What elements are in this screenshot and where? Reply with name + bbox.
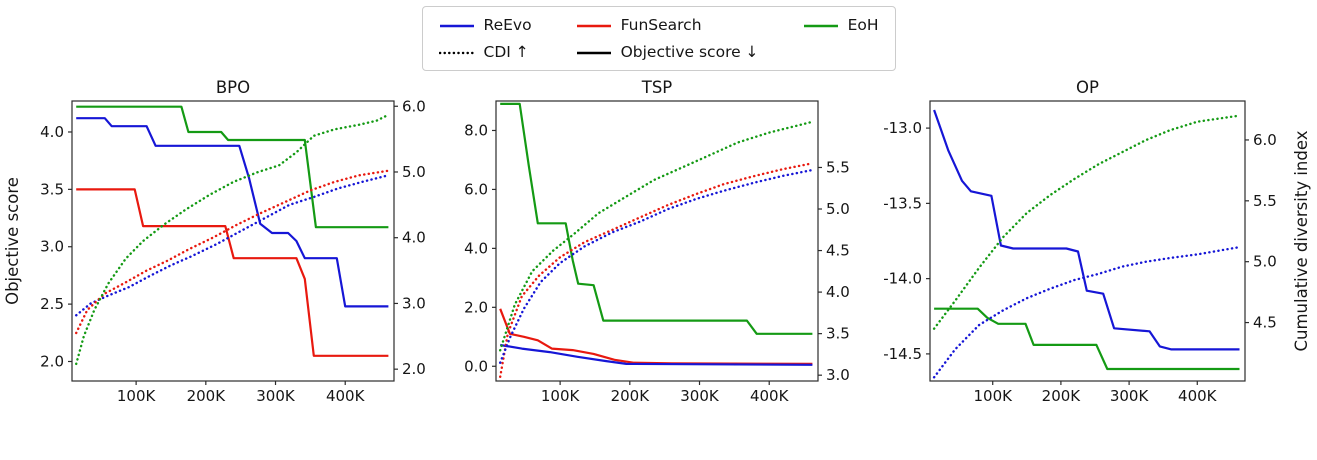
svg-text:200K: 200K xyxy=(187,387,227,405)
legend: ReEvo FunSearch EoH CDI ↑ Objective scor… xyxy=(421,6,896,71)
eoh-objective-solid-line xyxy=(500,102,813,335)
eoh-objective-solid-line xyxy=(76,105,389,229)
plot-frame xyxy=(71,100,395,382)
svg-text:4.0: 4.0 xyxy=(464,239,488,257)
legend-item-funsearch: FunSearch xyxy=(576,16,702,34)
chart-bpo: 100K 200K 300K 400K 2.0 2.5 3.0 3.5 4.0 2.0 3.0 4.0… xyxy=(0,75,439,427)
svg-text:300K: 300K xyxy=(1110,387,1150,405)
eoh-objective-solid-line xyxy=(934,307,1240,371)
svg-text:2.5: 2.5 xyxy=(40,295,64,313)
svg-text:5.5: 5.5 xyxy=(1253,192,1277,210)
svg-text:400K: 400K xyxy=(326,387,366,405)
plot-frame xyxy=(495,100,819,382)
reevo-objective-solid-line xyxy=(500,343,813,366)
legend-item-cdi: CDI ↑ xyxy=(438,43,529,61)
left-axis-ticks: 0.0 2.0 4.0 6.0 8.0 xyxy=(464,121,496,375)
legend-item-objective-score: Objective score ↓ xyxy=(576,43,759,61)
svg-text:300K: 300K xyxy=(680,387,720,405)
svg-text:-13.0: -13.0 xyxy=(883,119,922,137)
reevo-cdi-dotted-line xyxy=(499,168,814,364)
svg-text:4.5: 4.5 xyxy=(1253,314,1277,332)
right-axis-label: Cumulative diversity index xyxy=(1292,130,1311,351)
legend-label-funsearch: FunSearch xyxy=(620,16,702,34)
funsearch-line-sample-icon xyxy=(576,24,611,28)
svg-text:400K: 400K xyxy=(1178,387,1218,405)
x-axis-ticks: 100K 200K 300K 400K xyxy=(117,381,366,405)
svg-text:200K: 200K xyxy=(611,387,651,405)
svg-text:4.0: 4.0 xyxy=(402,229,426,247)
svg-text:2.0: 2.0 xyxy=(464,298,488,316)
svg-text:3.0: 3.0 xyxy=(826,366,850,384)
legend-label-reevo: ReEvo xyxy=(483,16,532,34)
chart-title: BPO xyxy=(216,78,250,97)
legend-label-objective-score: Objective score ↓ xyxy=(620,43,759,61)
legend-wrap: ReEvo FunSearch EoH CDI ↑ Objective scor… xyxy=(0,0,1317,71)
right-axis-ticks: 4.5 5.0 5.5 6.0 xyxy=(1245,131,1277,332)
x-axis-ticks: 100K 200K 300K 400K xyxy=(973,381,1218,405)
eoh-cdi-dotted-line xyxy=(74,113,390,366)
svg-text:6.0: 6.0 xyxy=(1253,131,1277,149)
funsearch-objective-solid-line xyxy=(499,308,813,365)
svg-text:200K: 200K xyxy=(1042,387,1082,405)
chart-bpo-canvas: 100K 200K 300K 400K 2.0 2.5 3.0 3.5 4.0 2.0 3.0 4.0… xyxy=(3,78,426,405)
reevo-cdi-dotted-line xyxy=(74,174,390,317)
svg-text:6.0: 6.0 xyxy=(464,180,488,198)
svg-text:3.0: 3.0 xyxy=(402,294,426,312)
svg-text:-13.5: -13.5 xyxy=(883,194,922,212)
legend-item-eoh: EoH xyxy=(803,16,879,34)
plot-frame xyxy=(929,100,1246,382)
chart-tsp: 100K 200K 300K 400K 0.0 2.0 4.0 6.0 8.0 3.0 3.5 4.0… xyxy=(439,75,878,427)
reevo-cdi-dotted-line xyxy=(932,245,1241,379)
reevo-objective-solid-line xyxy=(933,109,1240,351)
legend-label-eoh: EoH xyxy=(847,16,879,34)
svg-text:2.0: 2.0 xyxy=(402,360,426,378)
svg-text:8.0: 8.0 xyxy=(464,121,488,139)
reevo-objective-solid-line xyxy=(76,117,389,308)
chart-tsp-canvas: 100K 200K 300K 400K 0.0 2.0 4.0 6.0 8.0 3.0 3.5 4.0… xyxy=(464,78,850,405)
svg-text:3.5: 3.5 xyxy=(826,325,850,343)
funsearch-cdi-dotted-line xyxy=(74,169,390,335)
funsearch-objective-solid-line xyxy=(76,188,389,357)
chart-title: TSP xyxy=(641,78,673,97)
objective-score-line-sample-icon xyxy=(576,51,611,55)
eoh-cdi-dotted-line xyxy=(932,114,1241,330)
svg-text:100K: 100K xyxy=(541,387,581,405)
svg-text:3.5: 3.5 xyxy=(40,180,64,198)
svg-text:5.5: 5.5 xyxy=(826,158,850,176)
svg-text:5.0: 5.0 xyxy=(826,200,850,218)
eoh-line-sample-icon xyxy=(803,24,838,28)
svg-text:100K: 100K xyxy=(117,387,157,405)
svg-text:300K: 300K xyxy=(256,387,296,405)
left-axis-ticks: 2.0 2.5 3.0 3.5 4.0 xyxy=(40,123,72,370)
legend-item-reevo: ReEvo xyxy=(439,16,532,34)
chart-op: 100K 200K 300K 400K -13.0 -13.5 -14.0 -14.5 4.5 5… xyxy=(878,75,1317,427)
svg-text:-14.5: -14.5 xyxy=(883,345,922,363)
svg-text:4.0: 4.0 xyxy=(40,123,64,141)
svg-text:5.0: 5.0 xyxy=(402,163,426,181)
chart-title: OP xyxy=(1076,78,1099,97)
svg-text:6.0: 6.0 xyxy=(402,97,426,115)
svg-text:-14.0: -14.0 xyxy=(883,270,922,288)
cdi-dotted-line-sample-icon xyxy=(438,51,475,55)
right-axis-ticks: 2.0 3.0 4.0 5.0 6.0 xyxy=(394,97,426,378)
charts-row: 100K 200K 300K 400K 2.0 2.5 3.0 3.5 4.0 2.0 3.0 4.0… xyxy=(0,75,1317,427)
right-axis-ticks: 3.0 3.5 4.0 4.5 5.0 5.5 xyxy=(818,158,850,384)
eoh-cdi-dotted-line xyxy=(499,120,814,352)
svg-text:100K: 100K xyxy=(973,387,1013,405)
x-axis-ticks: 100K 200K 300K 400K xyxy=(541,381,790,405)
left-axis-label: Objective score xyxy=(3,177,22,305)
reevo-line-sample-icon xyxy=(439,24,474,28)
legend-label-cdi: CDI ↑ xyxy=(483,43,529,61)
svg-text:5.0: 5.0 xyxy=(1253,253,1277,271)
svg-text:0.0: 0.0 xyxy=(464,357,488,375)
svg-text:4.5: 4.5 xyxy=(826,242,850,260)
left-axis-ticks: -13.0 -13.5 -14.0 -14.5 xyxy=(883,119,930,363)
svg-text:4.0: 4.0 xyxy=(826,283,850,301)
svg-text:3.0: 3.0 xyxy=(40,238,64,256)
chart-op-canvas: 100K 200K 300K 400K -13.0 -13.5 -14.0 -14.5 4.5 5… xyxy=(883,78,1311,405)
svg-text:400K: 400K xyxy=(750,387,790,405)
svg-text:2.0: 2.0 xyxy=(40,352,64,370)
funsearch-cdi-dotted-line xyxy=(499,162,814,378)
